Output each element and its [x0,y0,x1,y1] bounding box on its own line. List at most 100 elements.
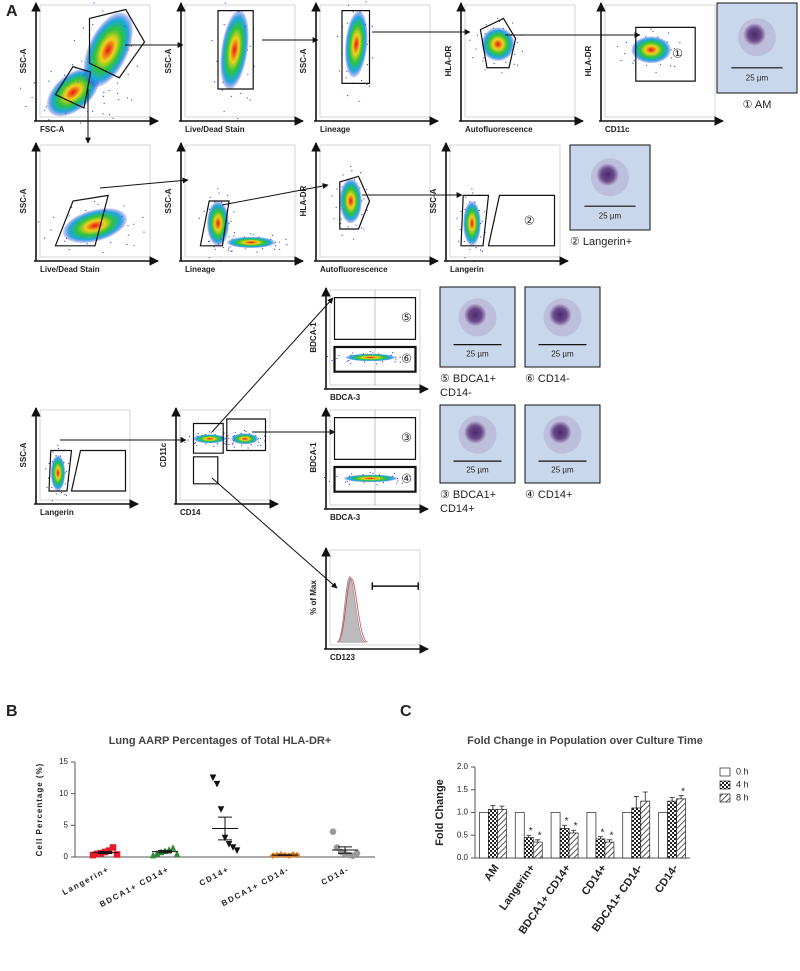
event-dot [234,431,236,434]
event-dot [399,356,401,358]
x-tick-label: CD14- [653,862,681,895]
error-bar [669,797,675,802]
event-dot [620,59,622,62]
gate-arrow [211,477,338,589]
event-dot [223,23,225,26]
event-dot [102,251,104,253]
event-dot [464,208,466,210]
panel-label: A [6,3,18,20]
event-dot [368,85,370,87]
event-dot [65,112,67,114]
event-dot [33,82,36,84]
event-dot [361,200,363,202]
event-dot [391,475,394,477]
cell-nucleus [596,163,619,186]
event-dot [197,432,199,435]
event-dot [214,433,216,436]
event-dot [475,247,477,249]
chart-title: Fold Change in Population over Culture T… [467,735,703,747]
event-dot [502,27,505,29]
event-dot [229,246,231,248]
event-dot [142,216,144,219]
event-dot [213,81,215,83]
flow-plot: SSC-A Lineage [164,142,304,274]
event-dot [645,36,647,38]
event-dot [240,92,242,94]
event-dot [673,48,676,50]
event-dot [366,209,368,211]
event-dot [249,45,251,47]
error-bar [526,834,532,838]
event-dot [650,28,652,30]
event-dot [25,106,27,108]
event-dot [86,243,88,245]
event-dot [366,83,368,85]
event-dot [372,351,374,353]
event-dot [213,246,215,248]
density-cloud [343,474,398,483]
event-dot [472,192,474,194]
flow-plot: ② SSC-A Langerin [429,142,569,274]
density-cloud [631,36,671,64]
event-dot [38,221,40,223]
y-tick-label: 0 [64,852,69,861]
significance-marker: * [609,830,613,841]
event-dot [407,358,409,360]
event-dot [238,11,240,13]
event-dot [64,240,66,242]
bar [523,837,534,859]
sem-bar [338,846,352,854]
event-dot [240,444,243,446]
significance-marker: * [565,816,569,827]
event-dot [359,11,361,14]
bar [497,808,507,859]
cell-nucleus [743,23,766,46]
event-dot [372,472,374,474]
event-dot [63,74,66,76]
event-dot [48,80,50,82]
event-dot [181,437,183,439]
legend-swatch [719,767,731,777]
event-dot [338,354,340,357]
panel-label: C [400,703,412,720]
significance-marker: * [529,826,533,837]
event-dot [247,49,249,51]
gate [217,10,254,90]
event-dot [468,201,471,203]
event-dot [479,249,482,251]
event-dot [409,475,411,478]
significance-marker: * [681,786,685,797]
event-dot [133,244,135,246]
event-dot [228,437,230,439]
event-dot [341,234,343,236]
event-dot [633,60,635,62]
gate [54,65,92,109]
event-dot [679,42,681,44]
y-axis-label: Cell Percentage (%) [35,763,44,857]
event-dot [92,110,94,113]
event-dot [501,72,503,74]
gate-label: ④ [401,472,412,486]
event-dot [328,480,330,483]
event-dot [209,240,211,242]
event-dot [363,228,365,230]
density-cloud [83,12,133,88]
event-dot [58,447,60,450]
gate-label: ⑥ [401,352,412,366]
gate [70,449,127,492]
data-point [225,841,233,848]
event-dot [369,350,371,353]
event-dot [233,211,235,213]
micrograph-caption: ⑥ CD14- [525,373,570,385]
density-cloud [345,353,396,362]
flow-plot: HLA-DR Autofluorescence [299,142,439,274]
x-axis-label: FSC-A [40,125,65,134]
event-dot [392,352,394,354]
event-dot [336,35,339,38]
data-point [165,846,173,853]
event-dot [480,222,482,224]
event-dot [243,236,245,238]
event-dot [225,438,227,440]
event-dot [369,471,371,474]
